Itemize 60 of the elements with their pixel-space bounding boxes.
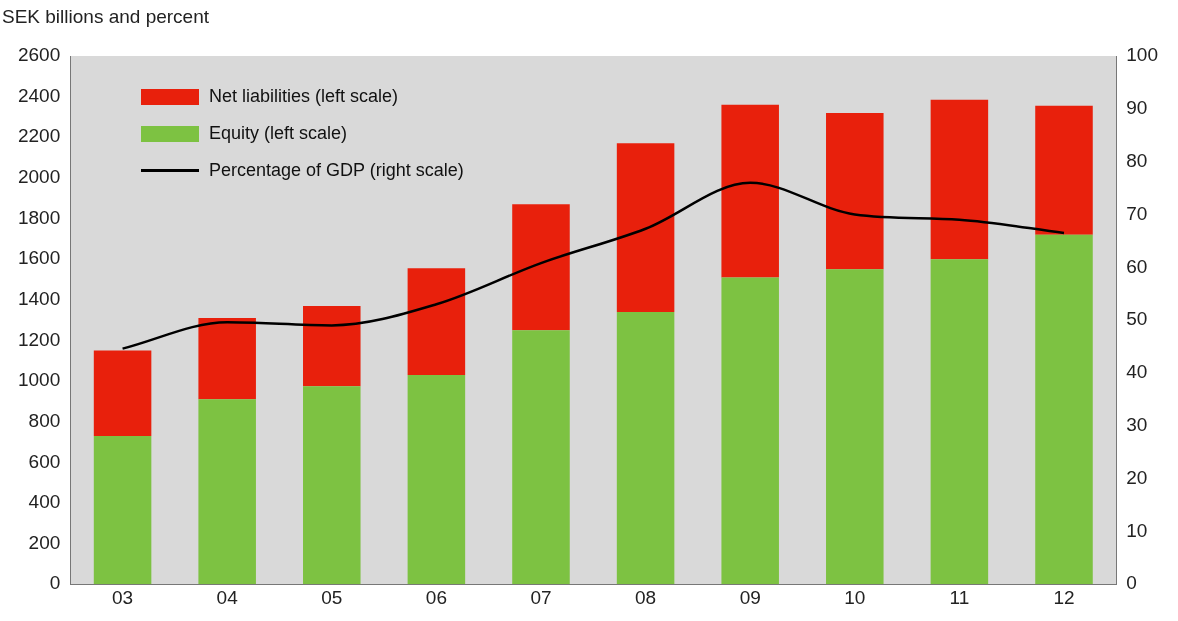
y-tick-label: 400 [28,491,61,513]
y-tick-label: 1400 [17,288,61,310]
bar [721,104,779,278]
y-tick-label: 1000 [17,369,61,391]
bar [407,268,466,375]
bar [303,386,361,585]
y-tick-label: 0 [49,572,61,594]
y-tick-label: 2000 [17,166,61,188]
x-tick-label: 09 [739,586,761,608]
bar [721,277,779,585]
y-tick-label: 2600 [17,44,61,66]
bar [1035,234,1093,585]
y-tick-label: 2400 [17,84,61,106]
bar [198,318,256,400]
x-tick-label: 04 [216,586,239,608]
y-tick-label: 1800 [17,206,61,228]
x-tick-label: 06 [425,586,447,608]
x-tick-label: 08 [635,586,657,608]
legend-label: Equity (left scale) [209,123,348,144]
legend-label: Percentage of GDP (right scale) [209,160,464,181]
y2-tick-label: 0 [1126,572,1137,594]
y2-tick-label: 60 [1126,255,1148,277]
y-tick-label: 200 [28,531,61,553]
x-tick-label: 07 [530,586,552,608]
x-tick-label: 03 [112,586,134,608]
y2-tick-label: 40 [1126,361,1148,383]
y-tick-label: 800 [28,409,61,431]
bar [930,259,989,585]
y2-tick-label: 10 [1126,519,1148,541]
bar [826,112,884,270]
bar [198,399,256,585]
y-tick-label: 600 [28,450,61,472]
x-tick-label: 11 [949,586,970,608]
legend-label: Net liabilities (left scale) [209,86,399,107]
y2-tick-label: 50 [1126,308,1148,330]
y-axis-title: SEK billions and percent [2,6,210,28]
x-tick-label: 10 [844,586,866,608]
bar [616,311,675,585]
bar [1035,105,1093,235]
bar [512,204,570,331]
x-tick-label: 05 [321,586,343,608]
bar [826,269,884,585]
y-tick-label: 1200 [17,328,61,350]
y2-tick-label: 30 [1126,413,1148,435]
bar [93,350,152,436]
y-tick-label: 1600 [17,247,61,269]
x-tick-label: 12 [1053,586,1075,608]
bar [407,374,466,585]
y-tick-label: 2200 [17,125,61,147]
bar [93,435,152,585]
y2-tick-label: 20 [1126,466,1148,488]
bar [512,330,570,585]
bar [303,305,361,387]
y2-tick-label: 80 [1126,149,1148,171]
y2-tick-label: 70 [1126,202,1148,224]
y2-tick-label: 100 [1126,44,1158,66]
y2-tick-label: 90 [1126,97,1148,119]
line-series [121,181,1066,350]
bar [930,99,989,260]
bar [616,143,675,312]
